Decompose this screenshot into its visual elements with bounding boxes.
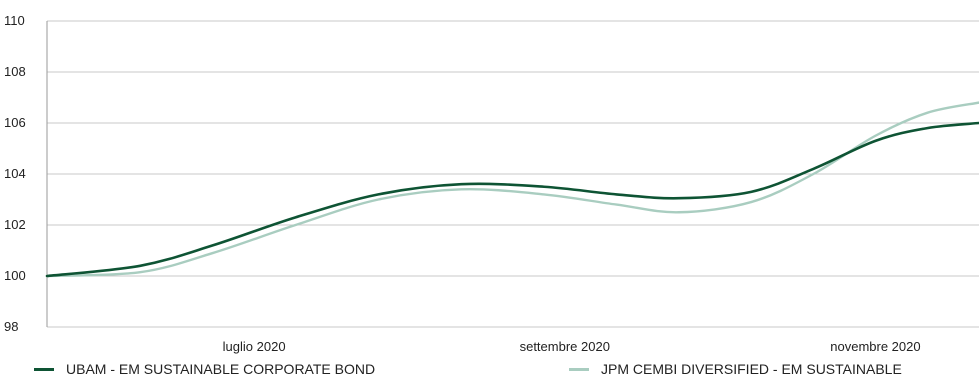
y-tick-label: 110 xyxy=(4,13,25,28)
y-tick-label: 106 xyxy=(4,115,26,130)
y-tick-label: 98 xyxy=(4,319,18,334)
y-tick-label: 104 xyxy=(4,166,26,181)
series-lines xyxy=(45,101,979,278)
legend: UBAM - EM SUSTAINABLE CORPORATE BOND JPM… xyxy=(0,361,979,378)
x-tick-label: novembre 2020 xyxy=(830,339,920,354)
legend-label-ubam: UBAM - EM SUSTAINABLE CORPORATE BOND xyxy=(66,361,376,377)
legend-label-jpm: JPM CEMBI DIVERSIFIED - EM SUSTAINABLE xyxy=(601,361,902,377)
x-tick-label: settembre 2020 xyxy=(520,339,610,354)
y-axis: 98 100 102 104 106 108 110 xyxy=(4,13,48,334)
legend-item-jpm: JPM CEMBI DIVERSIFIED - EM SUSTAINABLE xyxy=(569,361,902,377)
x-tick-label: luglio 2020 xyxy=(223,339,286,354)
legend-swatch-jpm xyxy=(569,367,589,371)
grid-lines xyxy=(47,20,979,328)
series-line-ubam xyxy=(45,121,979,278)
series-line-jpm xyxy=(45,101,979,278)
y-tick-label: 100 xyxy=(4,268,26,283)
x-axis: luglio 2020 settembre 2020 novembre 2020 xyxy=(223,339,921,354)
y-tick-label: 108 xyxy=(4,64,26,79)
legend-swatch-ubam xyxy=(34,367,54,371)
y-tick-label: 102 xyxy=(4,217,26,232)
line-chart: 98 100 102 104 106 108 110 luglio 2020 settembr… xyxy=(4,13,979,354)
legend-item-ubam: UBAM - EM SUSTAINABLE CORPORATE BOND xyxy=(34,361,375,377)
